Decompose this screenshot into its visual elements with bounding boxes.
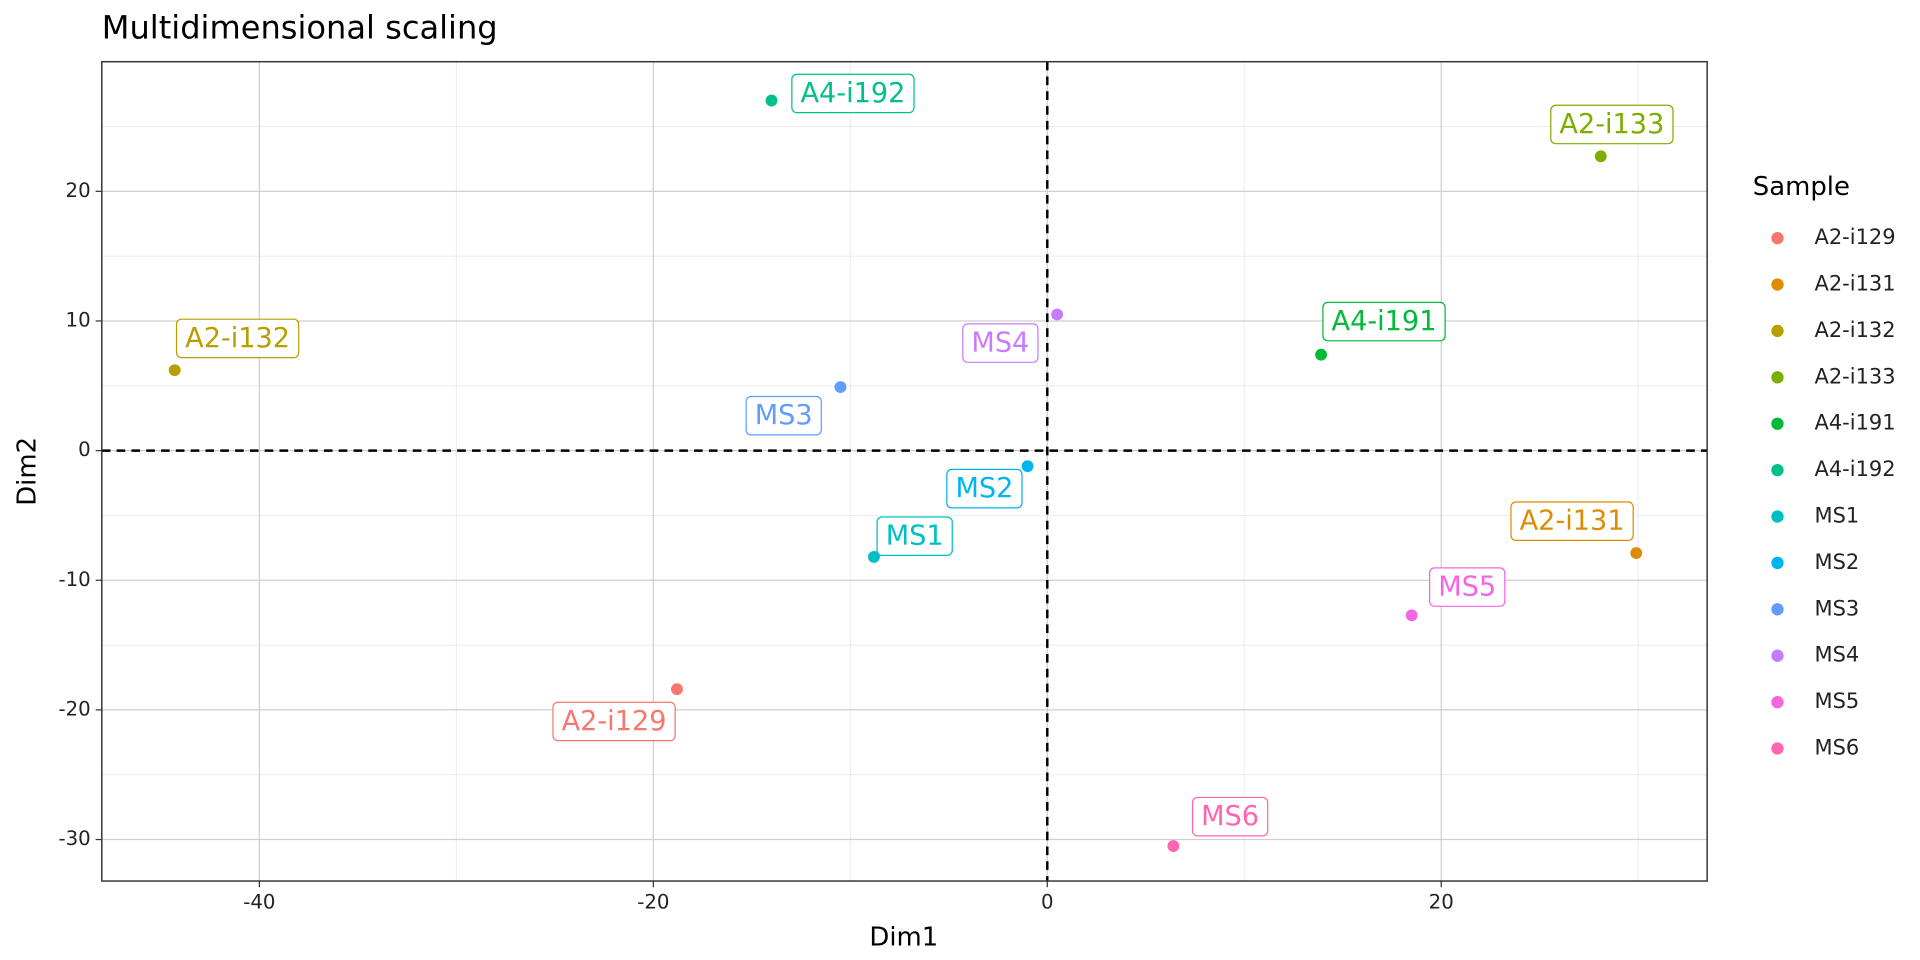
point <box>1167 840 1180 852</box>
legend-marker <box>1771 742 1784 755</box>
point <box>671 683 683 696</box>
label-box <box>1191 796 1269 837</box>
point <box>1315 348 1327 361</box>
legend-label: MS1 <box>1814 504 1859 528</box>
point-label: MS5 <box>1438 572 1496 603</box>
point <box>1594 150 1607 163</box>
legend-label: A2-i129 <box>1814 225 1895 249</box>
legend-label: A4-i192 <box>1814 457 1895 481</box>
point <box>1630 547 1643 559</box>
label-box <box>962 323 1039 363</box>
point <box>1405 609 1418 622</box>
x-axis-label: Dim1 <box>869 922 938 952</box>
x-tick-label: -20 <box>637 891 669 914</box>
legend-label: MS2 <box>1814 550 1859 574</box>
legend-label: A2-i131 <box>1814 272 1895 296</box>
label-box <box>552 701 676 742</box>
label-box <box>1429 567 1506 607</box>
x-tick-label: 20 <box>1429 891 1454 914</box>
point-label: A4-i191 <box>1332 306 1437 337</box>
label-box <box>1322 301 1446 342</box>
point-label: MS2 <box>955 473 1013 504</box>
legend-label: MS5 <box>1814 689 1859 713</box>
y-axis-label: Dim2 <box>12 437 42 506</box>
legend-marker <box>1771 463 1784 477</box>
point-label: MS4 <box>971 328 1029 359</box>
point-label: MS6 <box>1201 801 1259 832</box>
label-box <box>745 395 822 436</box>
legend-marker <box>1771 603 1784 616</box>
label-box <box>175 318 300 359</box>
legend-label: MS4 <box>1814 643 1859 667</box>
y-tick-label: 0 <box>78 438 91 461</box>
y-tick-label: 20 <box>66 179 91 202</box>
legend-marker <box>1771 417 1784 430</box>
point-label: MS3 <box>755 400 813 431</box>
plot-border <box>101 60 1708 882</box>
legend-label: A4-i191 <box>1814 411 1895 435</box>
legend-marker <box>1771 324 1784 338</box>
chart-title: Multidimensional scaling <box>102 9 498 47</box>
y-tick-label: 10 <box>66 308 91 331</box>
legend-label: MS6 <box>1814 736 1859 760</box>
point <box>1021 460 1034 473</box>
point <box>868 551 880 563</box>
legend-marker <box>1771 231 1784 245</box>
point-label: MS1 <box>886 521 944 552</box>
legend-label: A2-i132 <box>1814 318 1895 342</box>
point-label: A2-i129 <box>562 706 667 737</box>
point <box>834 381 847 394</box>
legend-marker <box>1771 649 1784 662</box>
label-box <box>1550 104 1674 145</box>
y-tick-label: -30 <box>58 827 90 850</box>
x-tick-label: 0 <box>1041 891 1054 914</box>
legend-marker <box>1771 556 1784 570</box>
point <box>168 364 181 377</box>
point-label: A2-i133 <box>1559 109 1664 140</box>
legend-label: MS3 <box>1814 596 1859 620</box>
y-tick-label: -10 <box>58 568 90 591</box>
legend-marker <box>1771 371 1784 384</box>
label-box <box>876 516 953 557</box>
legend-marker <box>1771 695 1784 709</box>
point <box>765 94 778 107</box>
point-label: A2-i132 <box>185 323 290 354</box>
label-box <box>1510 501 1634 542</box>
label-box <box>946 468 1023 509</box>
x-tick-label: -40 <box>243 891 275 914</box>
legend-marker <box>1771 510 1784 523</box>
legend-title: Sample <box>1753 172 1850 202</box>
legend-marker <box>1771 278 1784 291</box>
legend-label: A2-i133 <box>1814 364 1895 388</box>
label-box <box>791 73 915 114</box>
point <box>1051 308 1064 321</box>
y-tick-label: -20 <box>58 697 90 720</box>
point-label: A2-i131 <box>1520 506 1625 537</box>
point-label: A4-i192 <box>800 78 905 109</box>
